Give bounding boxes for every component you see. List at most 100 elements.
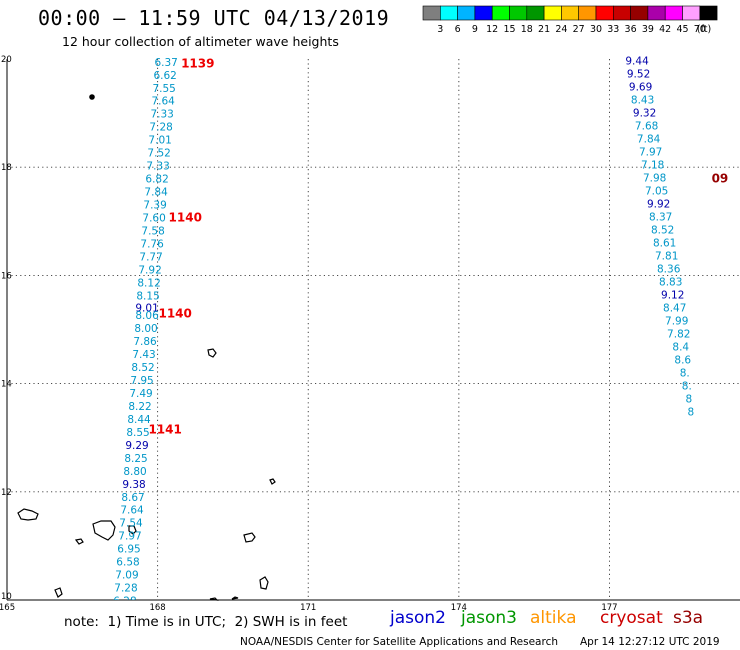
color-scale-label: 45 — [676, 24, 688, 35]
color-scale-label: 12 — [486, 24, 498, 35]
wave-height-value: 7.97 — [639, 147, 662, 159]
color-scale-label: 27 — [573, 24, 585, 35]
wave-height-value: 9.52 — [627, 69, 650, 81]
wave-height-value: 8. — [682, 380, 692, 392]
wave-height-value: 8.52 — [651, 224, 674, 236]
island-outline — [17, 508, 39, 521]
wave-height-value: 7.99 — [665, 315, 688, 327]
time-label: 1141 — [148, 423, 181, 437]
island-outline — [243, 532, 256, 543]
footer-timestamp: Apr 14 12:27:12 UTC 2019 — [580, 636, 720, 648]
satellite-altika-label: altika — [530, 608, 577, 628]
wave-height-value: 7.39 — [143, 200, 166, 212]
data-layer: 6.376.627.557.647.337.287.017.527.336.82… — [113, 56, 728, 600]
wave-height-value: 6.62 — [153, 70, 176, 82]
x-tick-label: 174 — [451, 603, 467, 613]
wave-height-value: 7.09 — [115, 570, 138, 582]
color-scale-label: 42 — [659, 24, 671, 35]
wave-height-value: 8.12 — [137, 278, 160, 290]
wave-height-value: 7.76 — [140, 239, 164, 251]
color-scale-label: 21 — [538, 24, 550, 35]
y-tick-label: 14 — [1, 380, 12, 390]
wave-height-value: 7.18 — [641, 160, 664, 172]
color-scale-label: 6 — [455, 24, 461, 35]
wave-height-value: 7.86 — [133, 336, 157, 348]
wave-height-value: 8.61 — [653, 237, 676, 249]
color-scale-label: 3 — [437, 24, 443, 35]
wave-height-value: 8.44 — [127, 414, 151, 426]
color-scale-label: 15 — [503, 24, 515, 35]
wave-height-value: 7.01 — [148, 135, 171, 147]
wave-height-value: 7.84 — [637, 134, 661, 146]
chart-title: 00:00 – 11:59 UTC 04/13/2019 — [38, 6, 390, 30]
time-label: 1140 — [158, 306, 191, 320]
color-swatch — [699, 5, 718, 21]
wave-height-value: 7.84 — [144, 187, 168, 199]
wave-height-value: 9.92 — [647, 199, 670, 211]
y-tick-label: 12 — [1, 488, 12, 498]
wave-height-value: 8 — [687, 406, 694, 418]
color-scale-label: 33 — [607, 24, 619, 35]
wave-height-value: 6.58 — [116, 557, 139, 569]
chart-subtitle: 12 hour collection of altimeter wave hei… — [62, 34, 339, 49]
track-west: 6.376.627.557.647.337.287.017.527.336.82… — [113, 56, 214, 600]
color-scale-label: 9 — [472, 24, 478, 35]
island-outline — [54, 587, 63, 598]
footer-credit: NOAA/NESDIS Center for Satellite Applica… — [240, 636, 558, 648]
x-tick-label: 168 — [149, 603, 165, 613]
track-east: 9.449.529.698.439.327.687.847.977.187.98… — [625, 56, 728, 419]
y-tick-label: 20 — [1, 55, 12, 65]
wave-height-value: 8.52 — [131, 362, 154, 374]
satellite-jason2-label: jason2 — [390, 608, 446, 628]
color-scale-unit: (ft) — [697, 24, 711, 35]
wave-height-value: 7.05 — [645, 186, 668, 198]
satellite-jason3-label: jason3 — [461, 608, 517, 628]
note-text: note: 1) Time is in UTC; 2) SWH is in fe… — [64, 614, 348, 630]
x-tick-label: 171 — [300, 603, 316, 613]
wave-height-value: 9.12 — [661, 289, 684, 301]
wave-height-value: 8. — [680, 367, 690, 379]
time-label: 09 — [712, 172, 729, 186]
wave-height-value: 8.4 — [672, 341, 689, 353]
color-scale-label: 36 — [625, 24, 637, 35]
wave-height-value: 9.01 — [135, 302, 158, 314]
x-tick-label: 165 — [0, 603, 15, 613]
wave-height-value: 8.25 — [124, 453, 147, 465]
satellite-cryosat-label: cryosat — [600, 608, 663, 628]
wave-height-value: 7.92 — [138, 265, 161, 277]
color-scale-label: 70 — [694, 24, 706, 35]
wave-height-value: 7.95 — [130, 375, 153, 387]
wave-height-value: 7.28 — [149, 122, 172, 134]
island-outline — [207, 348, 217, 358]
wave-height-value: 7.49 — [129, 388, 152, 400]
wave-height-value: 7.77 — [139, 252, 162, 264]
wave-height-value: 8 — [685, 393, 692, 405]
color-scale-label: 24 — [555, 24, 567, 35]
wave-height-value: 9.29 — [125, 440, 148, 452]
wave-height-value: 7.98 — [643, 173, 666, 185]
x-tick-label: 177 — [601, 603, 617, 613]
island-outline — [92, 520, 116, 541]
wave-height-value: 7.28 — [114, 583, 137, 595]
wave-height-value: 7.60 — [142, 213, 165, 225]
wave-height-value: 8.36 — [657, 263, 681, 275]
time-label: 1140 — [169, 211, 202, 225]
y-tick-label: 10 — [1, 592, 12, 602]
wave-height-value: 7.82 — [667, 328, 690, 340]
island-dot — [89, 94, 95, 100]
island-outline — [259, 576, 269, 590]
wave-height-value: 7.55 — [152, 83, 175, 95]
wave-height-value: 8.22 — [128, 401, 151, 413]
wave-height-value: 6.95 — [117, 544, 140, 556]
color-scale-label: 30 — [590, 24, 602, 35]
island-outline — [209, 597, 219, 601]
wave-height-value: 7.97 — [118, 531, 141, 543]
color-scale-label: 39 — [642, 24, 654, 35]
coastlines — [17, 94, 276, 601]
wave-height-value: 7.64 — [120, 505, 144, 517]
wave-height-value: 7.43 — [132, 349, 155, 361]
wave-height-value: 7.52 — [147, 148, 170, 160]
time-label: 1139 — [181, 56, 214, 70]
wave-height-value: 7.33 — [150, 109, 173, 121]
